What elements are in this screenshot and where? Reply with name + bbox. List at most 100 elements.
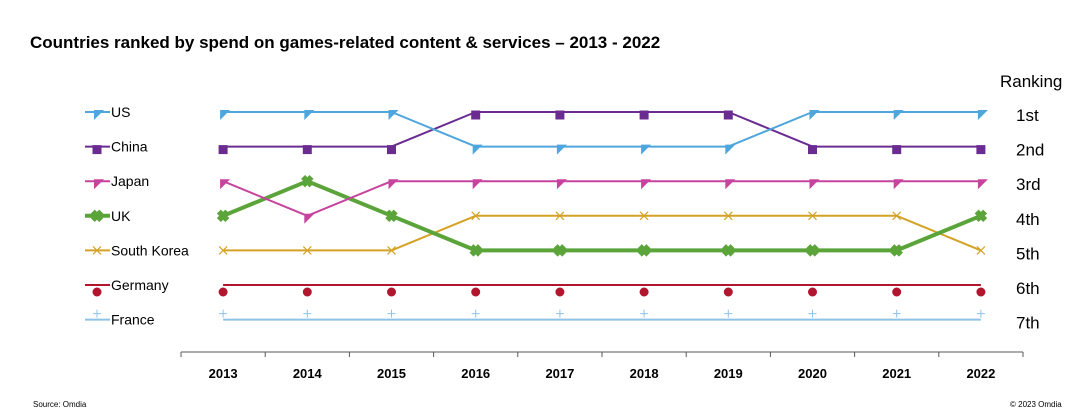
rank-label: 7th: [1016, 314, 1040, 333]
legend-marker-france: [93, 309, 101, 318]
data-point-japan: [725, 179, 736, 190]
data-point-us: [556, 144, 567, 155]
x-tick-label: 2013: [209, 366, 238, 381]
series-line-us: [223, 111, 981, 148]
data-point-germany: [218, 287, 228, 297]
legend-marker-south-korea: [92, 245, 102, 255]
x-tick-label: 2020: [798, 366, 827, 381]
legend-marker-china: [92, 145, 102, 155]
data-point-germany: [471, 287, 481, 297]
data-point-japan: [472, 179, 483, 190]
x-tick-label: 2017: [545, 366, 574, 381]
data-point-france: [471, 309, 480, 318]
data-point-us: [641, 144, 652, 155]
data-point-south-korea: [808, 211, 817, 221]
legend-marker-germany: [92, 287, 102, 297]
data-point-china: [723, 110, 733, 120]
legend-marker-japan: [94, 179, 104, 190]
data-point-us: [388, 110, 399, 120]
data-point-uk: [974, 209, 988, 223]
data-point-china: [808, 145, 817, 155]
data-point-china: [976, 145, 986, 155]
data-point-south-korea: [387, 245, 396, 255]
series-line-china: [223, 111, 981, 148]
data-point-china: [302, 145, 312, 155]
data-point-south-korea: [555, 211, 565, 221]
data-point-us: [725, 144, 736, 155]
data-point-france: [387, 309, 396, 318]
data-point-south-korea: [639, 211, 649, 221]
legend-label-us: US: [111, 104, 130, 120]
data-point-japan: [809, 179, 820, 190]
data-point-china: [892, 145, 902, 155]
data-point-france: [640, 309, 649, 318]
x-tick-label: 2018: [630, 366, 659, 381]
data-point-france: [724, 309, 733, 318]
data-point-germany: [387, 287, 396, 297]
data-point-us: [220, 110, 231, 120]
data-point-france: [219, 309, 228, 318]
data-point-south-korea: [723, 211, 733, 221]
data-point-germany: [639, 287, 649, 297]
series-line-south-korea: [223, 214, 982, 252]
data-point-japan: [556, 179, 567, 190]
x-tick-label: 2019: [714, 366, 743, 381]
data-point-china: [471, 110, 481, 120]
data-point-france: [808, 309, 817, 318]
data-point-france: [555, 309, 564, 318]
chart-title: Countries ranked by spend on games-relat…: [30, 33, 661, 52]
data-point-japan: [220, 179, 231, 190]
data-point-us: [809, 110, 820, 120]
rank-label: 5th: [1016, 244, 1040, 263]
data-point-uk: [637, 244, 651, 257]
rank-label: 3rd: [1016, 175, 1041, 194]
legend-label-japan: Japan: [111, 173, 149, 189]
data-point-south-korea: [218, 245, 228, 255]
data-point-germany: [892, 287, 902, 297]
data-point-china: [387, 145, 396, 155]
x-tick-label: 2022: [966, 366, 995, 381]
data-point-japan: [977, 179, 988, 190]
data-point-japan: [893, 179, 904, 190]
data-point-france: [303, 309, 312, 318]
rank-label: 2nd: [1016, 141, 1044, 160]
legend-label-china: China: [111, 139, 148, 155]
data-point-south-korea: [976, 245, 986, 255]
data-point-uk: [385, 209, 398, 223]
copyright-note: © 2023 Omdia: [1010, 400, 1062, 409]
series-line-japan: [222, 180, 981, 217]
data-point-germany: [555, 287, 565, 297]
data-point-germany: [976, 287, 986, 297]
data-point-uk: [806, 244, 819, 257]
rank-label: 4th: [1016, 210, 1040, 229]
data-point-south-korea: [302, 245, 312, 255]
rank-label: 6th: [1016, 279, 1040, 298]
legend-label-germany: Germany: [111, 277, 169, 293]
data-point-south-korea: [471, 211, 481, 221]
data-point-germany: [302, 287, 312, 297]
legend-marker-us: [94, 110, 104, 120]
data-point-germany: [808, 287, 817, 297]
data-point-japan: [641, 179, 652, 190]
data-point-uk: [301, 174, 314, 188]
data-point-france: [892, 309, 901, 318]
data-point-south-korea: [892, 211, 902, 221]
data-point-china: [218, 145, 228, 155]
ranking-axis-title: Ranking: [1000, 72, 1063, 91]
data-point-us: [893, 110, 904, 120]
source-note: Source: Omdia: [33, 400, 87, 409]
data-point-china: [555, 110, 565, 120]
data-point-uk: [890, 244, 903, 257]
data-point-uk: [553, 244, 567, 257]
data-point-china: [639, 110, 649, 120]
data-point-us: [304, 110, 315, 120]
legend-label-uk: UK: [111, 208, 131, 224]
legend-marker-uk: [90, 209, 104, 223]
data-point-us: [977, 110, 988, 120]
x-tick-label: 2016: [461, 366, 490, 381]
data-point-uk: [469, 244, 482, 257]
data-point-france: [976, 309, 985, 318]
legend-label-france: France: [111, 312, 155, 328]
rank-label: 1st: [1016, 106, 1039, 125]
